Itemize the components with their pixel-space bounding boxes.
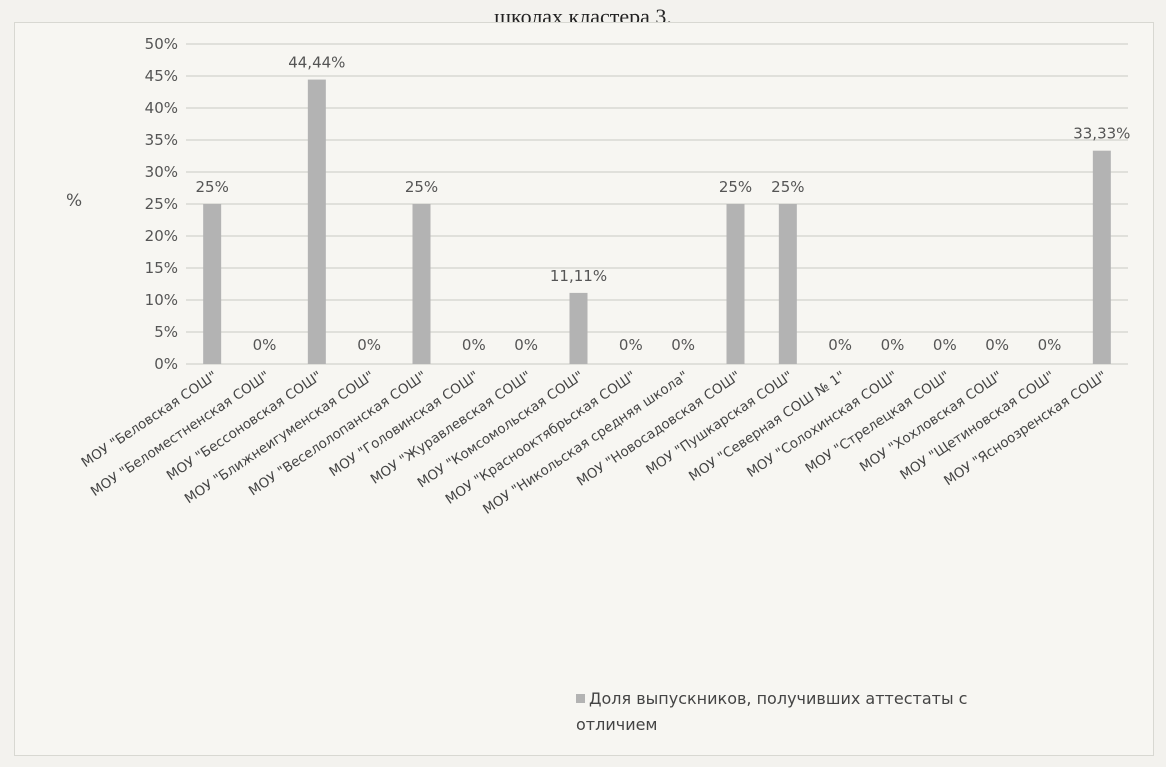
data-label: 25% [195, 178, 228, 196]
legend-label-line1: Доля выпускников, получивших аттестаты с [589, 689, 968, 708]
legend-swatch [576, 694, 585, 703]
bar [726, 204, 745, 364]
y-tick-label: 0% [154, 355, 178, 373]
bar [1092, 150, 1111, 364]
y-axis-label: % [66, 191, 82, 211]
data-label: 0% [619, 336, 643, 354]
chart-frame [14, 22, 1154, 756]
data-label: 11,11% [550, 267, 607, 285]
data-label: 0% [253, 336, 277, 354]
data-label: 0% [985, 336, 1009, 354]
data-label: 25% [405, 178, 438, 196]
x-axis: МОУ "Беловская СОШ"МОУ "Беломестненская … [78, 368, 1110, 518]
y-tick-label: 40% [145, 99, 178, 117]
data-label: 44,44% [288, 54, 345, 72]
bar [307, 79, 326, 365]
y-axis: 0% 5% 10% 15% 20% 25% 30% 35% 40% 45% 50% [145, 35, 178, 373]
y-tick-label: 15% [145, 259, 178, 277]
y-tick-label: 50% [145, 35, 178, 53]
data-label: 0% [357, 336, 381, 354]
data-label: 25% [719, 178, 752, 196]
legend: Доля выпускников, получивших аттестаты с… [576, 686, 1096, 738]
x-tick-label: МОУ "Ближнеигуменская СОШ" [182, 368, 378, 507]
data-label: 0% [828, 336, 852, 354]
bar [203, 204, 222, 364]
y-tick-label: 45% [145, 67, 178, 85]
y-tick-label: 35% [145, 131, 178, 149]
y-tick-label: 25% [145, 195, 178, 213]
bar [412, 204, 431, 364]
bar [778, 204, 797, 364]
y-tick-label: 5% [154, 323, 178, 341]
data-label: 0% [1038, 336, 1062, 354]
data-label: 0% [671, 336, 695, 354]
y-tick-label: 20% [145, 227, 178, 245]
y-tick-label: 10% [145, 291, 178, 309]
bar [569, 292, 588, 364]
data-label: 0% [462, 336, 486, 354]
data-label: 0% [933, 336, 957, 354]
y-tick-label: 30% [145, 163, 178, 181]
data-label: 0% [514, 336, 538, 354]
legend-label-line2: отличием [576, 715, 658, 734]
x-tick-label: МОУ "Краснооктябрьская СОШ" [443, 368, 639, 508]
bars [203, 79, 1111, 365]
data-labels: 25% 0% 44,44% 0% 25% 0% 0% 11,11% 0% 0% 25% 25% 0% 0%… [195, 54, 1130, 354]
data-label: 25% [771, 178, 804, 196]
data-label: 33,33% [1073, 125, 1130, 143]
gridlines [186, 43, 1128, 365]
data-label: 0% [881, 336, 905, 354]
